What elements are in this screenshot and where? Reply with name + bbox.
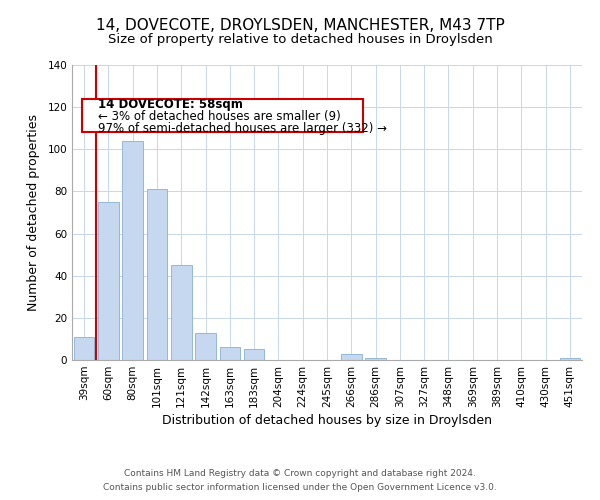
Bar [560, 358, 580, 360]
X-axis label: Distribution of detached houses by size in Droylsden: Distribution of detached houses by size … [162, 414, 492, 427]
Y-axis label: Number of detached properties: Number of detached properties [28, 114, 40, 311]
Bar [195, 332, 216, 360]
Bar [171, 265, 191, 360]
Bar [220, 348, 240, 360]
Text: Contains public sector information licensed under the Open Government Licence v3: Contains public sector information licen… [103, 484, 497, 492]
Bar [341, 354, 362, 360]
Text: Contains HM Land Registry data © Crown copyright and database right 2024.: Contains HM Land Registry data © Crown c… [124, 468, 476, 477]
Bar [98, 202, 119, 360]
Bar [146, 190, 167, 360]
Text: ← 3% of detached houses are smaller (9): ← 3% of detached houses are smaller (9) [97, 110, 340, 124]
Bar [244, 350, 265, 360]
Bar [365, 358, 386, 360]
Bar [74, 337, 94, 360]
Text: 97% of semi-detached houses are larger (332) →: 97% of semi-detached houses are larger (… [97, 122, 386, 136]
Text: 14 DOVECOTE: 58sqm: 14 DOVECOTE: 58sqm [97, 98, 242, 112]
FancyBboxPatch shape [82, 98, 362, 132]
Text: Size of property relative to detached houses in Droylsden: Size of property relative to detached ho… [107, 32, 493, 46]
Text: 14, DOVECOTE, DROYLSDEN, MANCHESTER, M43 7TP: 14, DOVECOTE, DROYLSDEN, MANCHESTER, M43… [95, 18, 505, 32]
Bar [122, 141, 143, 360]
